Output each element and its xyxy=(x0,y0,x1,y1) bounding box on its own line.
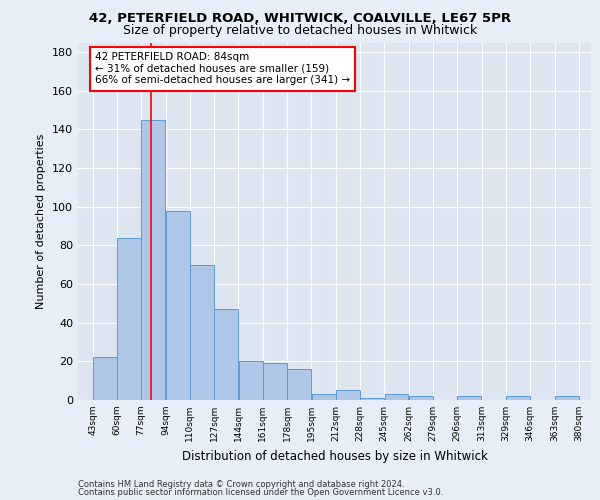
Bar xyxy=(142,120,166,400)
Bar xyxy=(457,396,481,400)
Bar xyxy=(263,364,287,400)
Text: Size of property relative to detached houses in Whitwick: Size of property relative to detached ho… xyxy=(123,24,477,37)
X-axis label: Distribution of detached houses by size in Whitwick: Distribution of detached houses by size … xyxy=(182,450,487,462)
Text: 42, PETERFIELD ROAD, WHITWICK, COALVILLE, LE67 5PR: 42, PETERFIELD ROAD, WHITWICK, COALVILLE… xyxy=(89,12,511,26)
Bar xyxy=(409,396,433,400)
Bar xyxy=(93,358,116,400)
Bar xyxy=(336,390,360,400)
Text: Contains HM Land Registry data © Crown copyright and database right 2024.: Contains HM Land Registry data © Crown c… xyxy=(78,480,404,489)
Bar xyxy=(555,396,578,400)
Bar xyxy=(287,369,311,400)
Bar xyxy=(385,394,409,400)
Bar xyxy=(166,210,190,400)
Y-axis label: Number of detached properties: Number of detached properties xyxy=(37,134,46,309)
Bar xyxy=(311,394,335,400)
Bar xyxy=(360,398,384,400)
Bar xyxy=(117,238,141,400)
Bar xyxy=(190,264,214,400)
Bar xyxy=(214,309,238,400)
Text: Contains public sector information licensed under the Open Government Licence v3: Contains public sector information licen… xyxy=(78,488,443,497)
Bar xyxy=(506,396,530,400)
Text: 42 PETERFIELD ROAD: 84sqm
← 31% of detached houses are smaller (159)
66% of semi: 42 PETERFIELD ROAD: 84sqm ← 31% of detac… xyxy=(95,52,350,86)
Bar xyxy=(239,362,263,400)
